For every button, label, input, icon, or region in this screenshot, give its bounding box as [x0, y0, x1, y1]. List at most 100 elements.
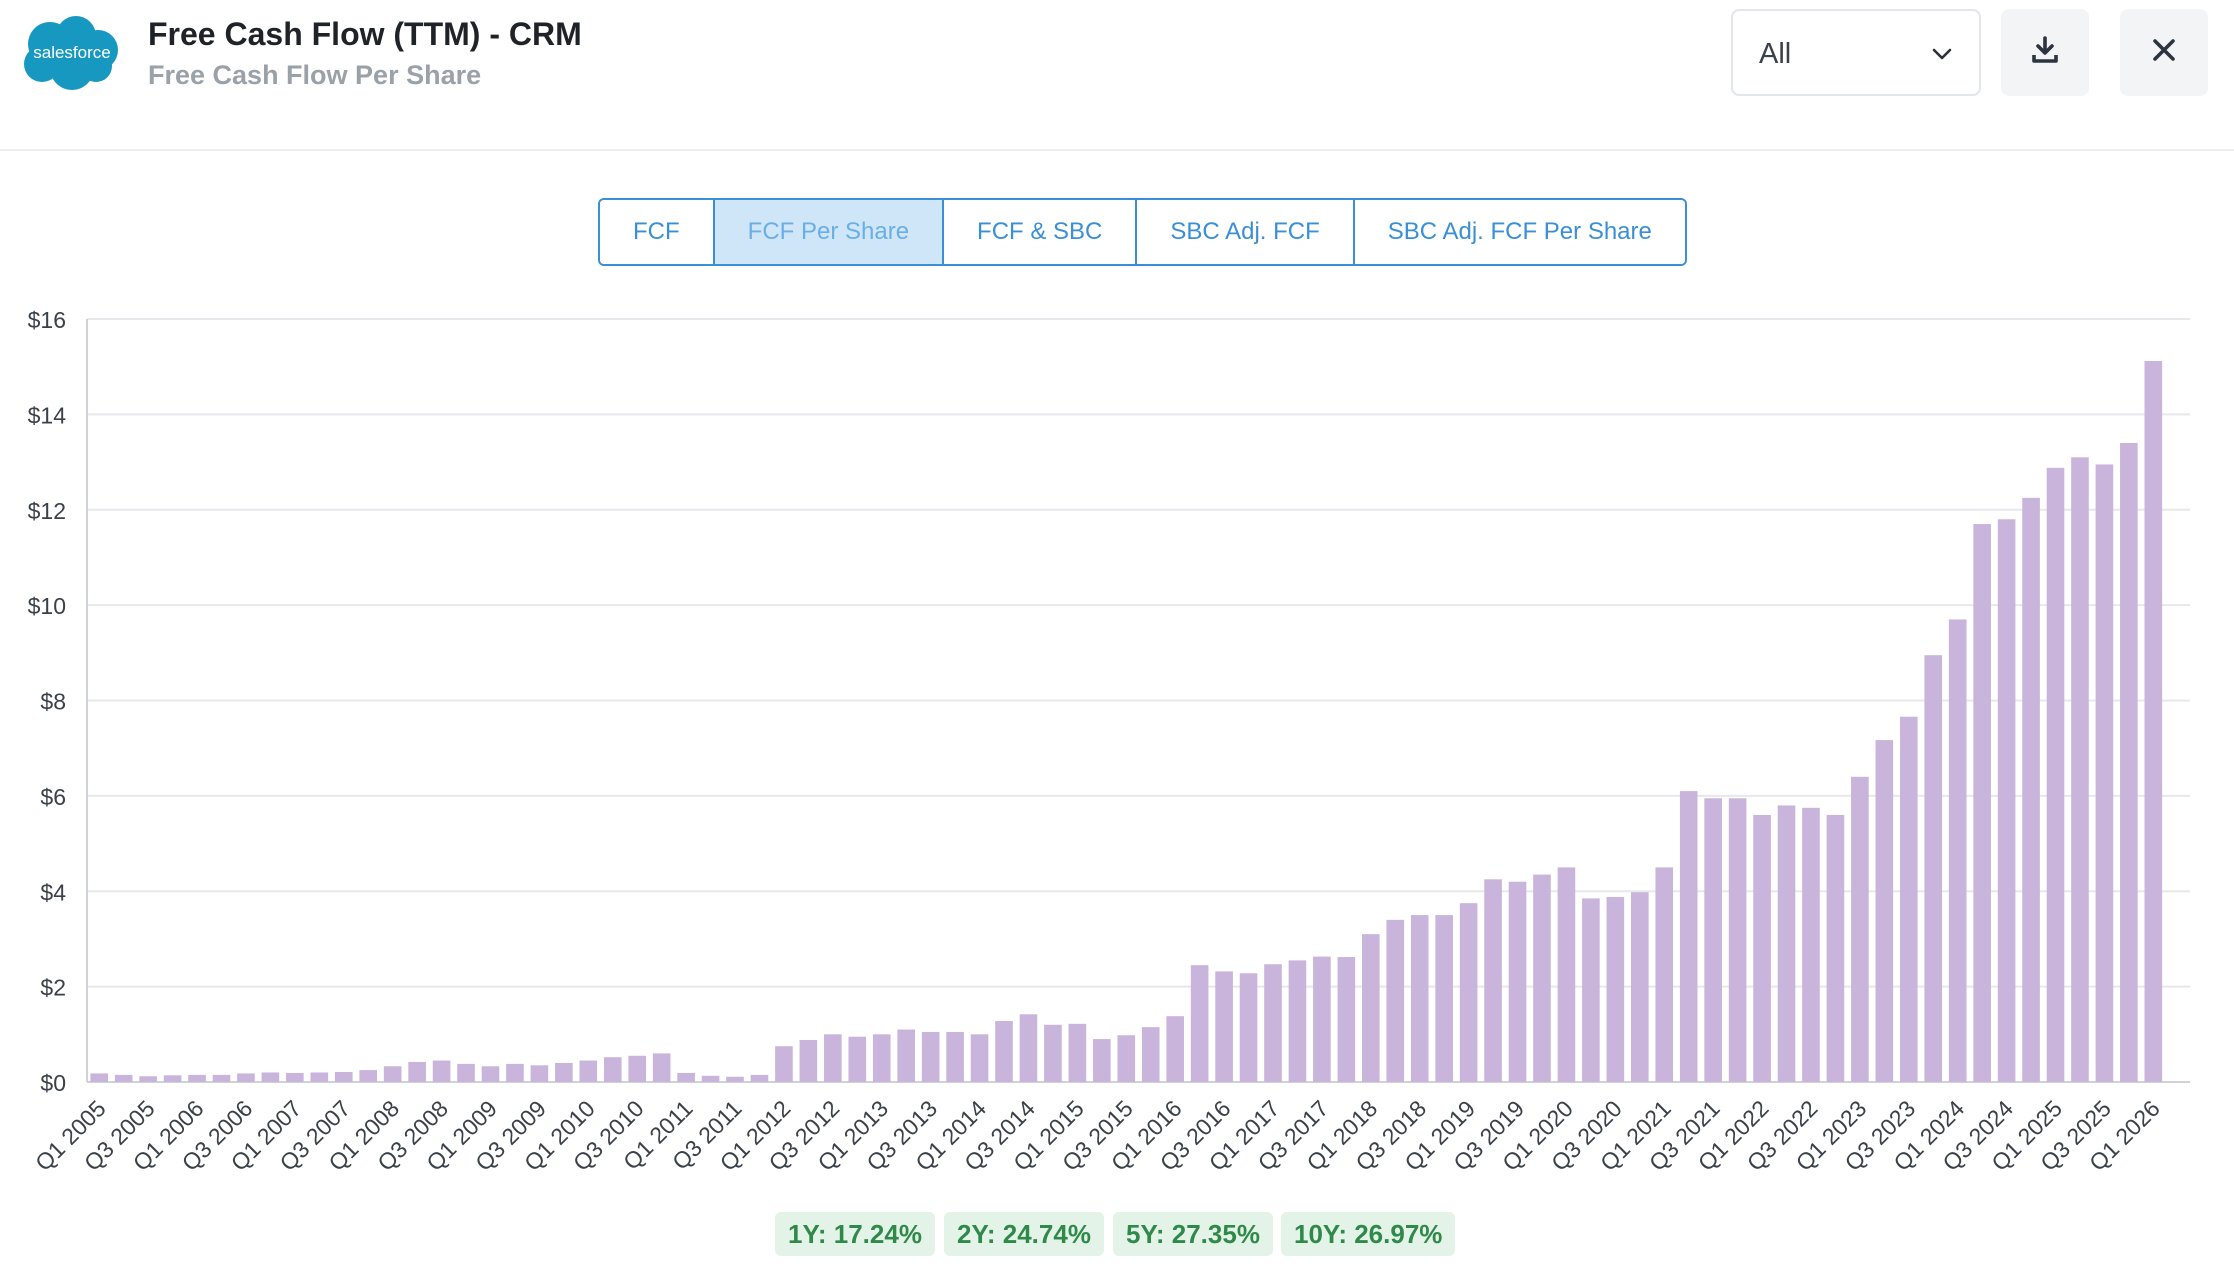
bar-q3-2014	[1019, 1014, 1038, 1082]
tab-fcf-sbc[interactable]: FCF & SBC	[944, 200, 1138, 264]
chevron-down-icon	[1931, 43, 1953, 70]
bar-q1-2016	[1166, 1016, 1184, 1082]
bar-q2-2022	[1777, 805, 1796, 1082]
tab-sbc-adj-fcf-per-share[interactable]: SBC Adj. FCF Per Share	[1354, 200, 1685, 264]
bar-q1-2006	[188, 1074, 206, 1082]
metric-tabs: FCF FCF Per Share FCF & SBC SBC Adj. FCF…	[598, 198, 1687, 266]
bar-q3-2020	[1606, 896, 1625, 1082]
growth-badge-5y: 5Y: 27.35%	[1113, 1212, 1273, 1256]
bar-q2-2023	[1875, 740, 1894, 1082]
y-tick-label: $12	[28, 498, 66, 524]
bar-q3-2008	[432, 1060, 451, 1082]
bar-q3-2021	[1704, 798, 1722, 1082]
bar-q4-2024	[2022, 497, 2040, 1082]
bar-q1-2008	[383, 1066, 402, 1082]
download-icon	[2030, 35, 2060, 70]
close-icon	[2151, 37, 2177, 68]
bar-q1-2018	[1362, 934, 1380, 1082]
bar-q3-2010	[628, 1055, 647, 1082]
bar-q2-2008	[408, 1061, 426, 1082]
y-tick-label: $2	[40, 975, 66, 1001]
bar-q1-2012	[775, 1046, 793, 1082]
y-tick-label: $8	[40, 689, 66, 715]
bar-q1-2014	[970, 1034, 989, 1082]
bar-q1-2023	[1851, 776, 1869, 1082]
bar-q2-2007	[310, 1072, 329, 1082]
growth-badge-1y: 1Y: 17.24%	[775, 1212, 935, 1256]
bar-q1-2022	[1753, 814, 1771, 1082]
download-button[interactable]	[2001, 9, 2089, 96]
bar-q1-2026	[2144, 360, 2163, 1083]
bar-q3-2022	[1802, 807, 1820, 1082]
bar-q3-2009	[530, 1065, 549, 1082]
y-tick-label: $4	[40, 879, 66, 905]
bar-q1-2025	[2046, 467, 2065, 1082]
y-tick-label: $16	[28, 307, 66, 333]
y-tick-label: $14	[28, 402, 67, 428]
bar-q3-2019	[1508, 881, 1527, 1082]
close-button[interactable]	[2120, 9, 2208, 96]
bar-q4-2005	[163, 1075, 182, 1082]
bar-q3-2015	[1117, 1035, 1136, 1082]
bar-q3-2024	[1997, 519, 2016, 1082]
bar-q2-2011	[701, 1075, 720, 1082]
y-tick-label: $10	[28, 593, 66, 619]
bar-q2-2006	[212, 1074, 231, 1082]
bar-q4-2022	[1826, 814, 1845, 1082]
bar-q4-2006	[261, 1072, 280, 1082]
bar-q4-2017	[1337, 957, 1356, 1082]
bar-q1-2024	[1948, 619, 1967, 1082]
bar-q4-2011	[750, 1074, 769, 1082]
bar-q2-2014	[995, 1020, 1013, 1082]
y-tick-label: $6	[40, 784, 66, 810]
bar-q3-2017	[1313, 956, 1331, 1082]
bar-q4-2023	[1924, 655, 1943, 1082]
bar-q4-2008	[457, 1063, 475, 1082]
page-subtitle: Free Cash Flow Per Share	[148, 60, 482, 90]
salesforce-logo: salesforce	[14, 14, 126, 94]
tab-fcf[interactable]: FCF	[600, 200, 715, 264]
bar-q1-2010	[579, 1060, 598, 1082]
bar-q4-2018	[1435, 915, 1453, 1082]
bar-q2-2010	[603, 1057, 622, 1082]
bar-q4-2014	[1044, 1024, 1062, 1082]
tab-sbc-adj-fcf[interactable]: SBC Adj. FCF	[1137, 200, 1355, 264]
chart-header: salesforce Free Cash Flow (TTM) - CRM Fr…	[0, 0, 2234, 151]
bar-q4-2007	[359, 1070, 378, 1082]
bar-q4-2020	[1630, 892, 1649, 1082]
bar-q3-2007	[334, 1071, 353, 1082]
bar-q1-2019	[1459, 903, 1478, 1082]
bar-q2-2020	[1582, 898, 1600, 1082]
bar-q2-2015	[1093, 1039, 1111, 1082]
bar-q1-2007	[286, 1072, 304, 1082]
bar-q1-2015	[1068, 1023, 1087, 1082]
bar-q2-2005	[114, 1074, 133, 1082]
bar-q4-2009	[555, 1062, 573, 1082]
bar-q4-2025	[2120, 442, 2138, 1082]
bar-q3-2025	[2095, 464, 2114, 1082]
range-select-value: All	[1759, 38, 1792, 70]
bar-q3-2016	[1215, 971, 1233, 1082]
tab-fcf-per-share[interactable]: FCF Per Share	[714, 200, 945, 264]
bar-q2-2013	[897, 1029, 915, 1082]
bar-q3-2006	[237, 1073, 255, 1082]
bar-q3-2005	[139, 1076, 157, 1082]
bar-q1-2013	[872, 1034, 891, 1082]
bar-q2-2025	[2071, 457, 2089, 1082]
page-title: Free Cash Flow (TTM) - CRM	[148, 16, 582, 52]
bar-q1-2009	[481, 1066, 500, 1082]
bar-q4-2012	[848, 1036, 867, 1082]
bar-q1-2017	[1264, 964, 1282, 1082]
bar-q4-2016	[1239, 973, 1258, 1082]
bar-q1-2011	[677, 1072, 695, 1082]
bar-q4-2021	[1728, 798, 1747, 1082]
y-tick-label: $0	[40, 1070, 66, 1096]
bar-q2-2016	[1190, 965, 1209, 1082]
bar-q2-2024	[1973, 524, 1991, 1082]
bar-q3-2023	[1899, 716, 1918, 1082]
growth-badge-2y: 2Y: 24.74%	[944, 1212, 1104, 1256]
bar-q2-2018	[1386, 919, 1405, 1082]
range-select[interactable]: All	[1731, 9, 1981, 96]
bar-q2-2021	[1679, 791, 1698, 1082]
